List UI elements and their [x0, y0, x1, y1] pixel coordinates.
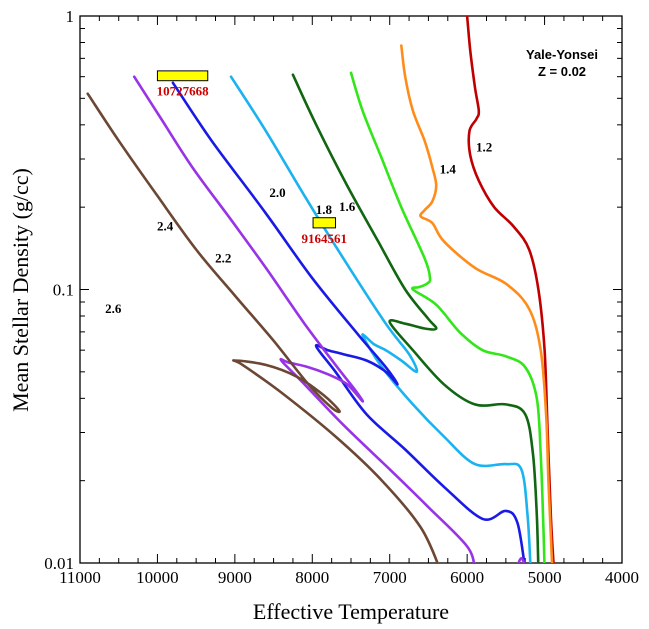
highlight-box-10727668 — [156, 70, 209, 82]
series-fragment — [517, 556, 526, 563]
mass-label-1.8: 1.8 — [316, 202, 333, 217]
highlight-boxes: 10727668 9164561 — [156, 70, 348, 246]
series-line-2.4 — [132, 75, 476, 563]
x-tick-label: 8000 — [295, 568, 329, 587]
x-tick-label: 5000 — [528, 568, 562, 587]
x-tick-label: 6000 — [450, 568, 484, 587]
model-annotation-line1: Yale-Yonsei — [526, 47, 598, 62]
star-id-label: 9164561 — [302, 231, 348, 246]
mass-label-2.6: 2.6 — [105, 301, 122, 316]
series-line-2.2 — [171, 81, 526, 563]
x-tick-label: 7000 — [373, 568, 407, 587]
mass-label-1.2: 1.2 — [476, 140, 492, 155]
mass-label-2.0: 2.0 — [269, 185, 285, 200]
series-group — [86, 16, 555, 563]
star-id-label: 10727668 — [157, 84, 210, 99]
mass-label-2.4: 2.4 — [157, 218, 174, 233]
x-tick-label: 10000 — [136, 568, 179, 587]
x-axis-title: Effective Temperature — [253, 599, 449, 624]
x-tick-label: 9000 — [218, 568, 252, 587]
axis-ticks — [79, 15, 623, 564]
series-line-1.8 — [291, 73, 540, 563]
x-tick-label: 4000 — [605, 568, 639, 587]
series-line-2.6 — [86, 92, 439, 563]
series-line-2.0 — [229, 75, 532, 563]
x-tick-labels: 11000 10000 9000 8000 7000 6000 5000 4000 — [59, 568, 639, 587]
mass-label-1.6: 1.6 — [339, 199, 356, 214]
highlight-box-9164561 — [312, 217, 337, 229]
mass-labels: 1.2 1.4 1.6 1.8 2.0 2.2 2.4 2.6 — [105, 140, 492, 316]
mass-label-2.2: 2.2 — [215, 250, 231, 265]
y-tick-label: 0.01 — [44, 554, 74, 573]
model-annotation-line2: Z = 0.02 — [538, 64, 586, 79]
y-tick-label: 1 — [66, 7, 75, 26]
y-axis-title: Mean Stellar Density (g/cc) — [8, 168, 33, 412]
x-tick-label: 11000 — [59, 568, 101, 587]
mass-label-1.4: 1.4 — [440, 161, 457, 176]
y-tick-label: 0.1 — [53, 281, 74, 300]
series-line-1.4 — [400, 44, 554, 563]
series-line-1.6 — [349, 71, 546, 563]
y-tick-labels: 0.01 0.1 1 — [44, 7, 74, 573]
